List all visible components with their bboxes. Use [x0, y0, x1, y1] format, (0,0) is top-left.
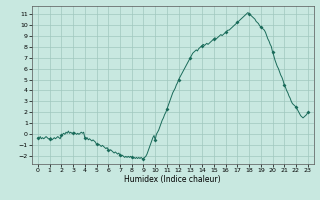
- X-axis label: Humidex (Indice chaleur): Humidex (Indice chaleur): [124, 175, 221, 184]
